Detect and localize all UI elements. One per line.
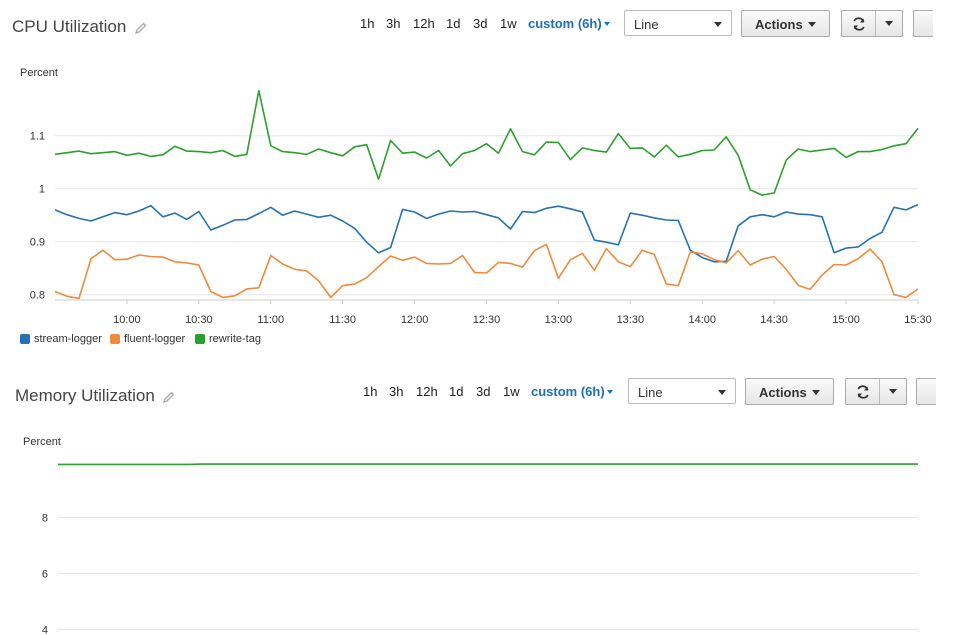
range-12h[interactable]: 12h — [413, 16, 435, 31]
y-tick-label: 4 — [42, 624, 48, 635]
y-tick-label: 1 — [39, 184, 45, 196]
range-3h[interactable]: 3h — [386, 16, 401, 31]
legend-label: rewrite-tag — [209, 333, 261, 345]
range-custom[interactable]: custom (6h) — [528, 16, 602, 31]
y-tick-label: 6 — [42, 568, 48, 580]
range-1d[interactable]: 1d — [446, 16, 461, 31]
x-tick-label: 13:00 — [545, 314, 573, 326]
x-tick-label: 10:30 — [185, 314, 213, 326]
legend-label: fluent-logger — [124, 333, 186, 345]
chevron-down-icon — [718, 390, 726, 395]
y-tick-label: 0.8 — [30, 290, 45, 302]
graph-type-value: Line — [638, 385, 663, 400]
pencil-icon[interactable] — [162, 390, 176, 404]
y-tick-label: 8 — [42, 513, 48, 525]
actions-label: Actions — [759, 385, 807, 400]
x-tick-label: 11:00 — [257, 314, 284, 326]
refresh-icon[interactable] — [855, 384, 871, 400]
range-1h[interactable]: 1h — [360, 16, 375, 31]
graph-type-value: Line — [634, 17, 659, 32]
fullscreen-button[interactable] — [913, 10, 933, 37]
chevron-down-icon — [714, 22, 722, 27]
legend-swatch — [110, 334, 120, 344]
chevron-down-icon[interactable] — [885, 21, 893, 26]
x-tick-label: 12:30 — [473, 314, 501, 326]
memory-panel-title: Memory Utilization — [15, 386, 155, 405]
chevron-down-icon — [812, 390, 820, 395]
x-tick-label: 14:30 — [760, 314, 788, 326]
cpu-line-chart: 0.8 0.9 1 1.1 10:00 10:30 11:00 11:30 12:00 12:30… — [30, 89, 932, 326]
x-tick-label: 11:30 — [329, 314, 356, 326]
memory-y-axis-label: Percent — [23, 436, 61, 448]
graph-type-select[interactable]: Line — [628, 378, 736, 404]
legend-swatch — [195, 334, 205, 344]
button-divider — [879, 379, 880, 404]
y-tick-label: 1.1 — [30, 131, 45, 143]
graph-type-select[interactable]: Line — [624, 10, 732, 36]
actions-button[interactable]: Actions — [745, 378, 834, 405]
cpu-y-axis-label: Percent — [20, 67, 58, 79]
x-tick-label: 14:00 — [688, 314, 716, 326]
range-1w[interactable]: 1w — [503, 384, 520, 399]
x-tick-label: 15:30 — [904, 314, 932, 326]
range-3d[interactable]: 3d — [473, 16, 488, 31]
refresh-button-group — [841, 10, 903, 37]
refresh-button-group — [845, 378, 907, 405]
chevron-down-icon[interactable] — [889, 389, 897, 394]
series-line-rewrite-tag[interactable] — [54, 89, 919, 196]
chevron-down-icon — [808, 22, 816, 27]
memory-line-chart: 4 6 8 — [42, 463, 918, 635]
legend-swatch — [20, 334, 30, 344]
x-tick-label: 10:00 — [113, 314, 141, 326]
legend-label: stream-logger — [34, 333, 102, 345]
range-12h[interactable]: 12h — [416, 384, 438, 399]
actions-label: Actions — [755, 17, 803, 32]
x-tick-label: 15:00 — [832, 314, 860, 326]
range-3d[interactable]: 3d — [476, 384, 491, 399]
actions-button[interactable]: Actions — [741, 10, 830, 37]
fullscreen-button[interactable] — [916, 378, 936, 405]
series-line-stream-logger[interactable] — [54, 203, 919, 263]
cpu-panel-title: CPU Utilization — [12, 17, 127, 36]
cpu-utilization-panel: CPU Utilization 1h 3h 12h 1d 3d 1w custo… — [12, 10, 933, 345]
chevron-down-icon — [607, 390, 613, 394]
memory-utilization-panel: Memory Utilization 1h 3h 12h 1d 3d 1w cu… — [0, 370, 958, 635]
range-1d[interactable]: 1d — [449, 384, 464, 399]
range-custom[interactable]: custom (6h) — [531, 384, 605, 399]
range-1w[interactable]: 1w — [500, 16, 517, 31]
x-tick-label: 13:30 — [617, 314, 645, 326]
series-line-fluent-logger[interactable] — [54, 243, 919, 300]
refresh-icon[interactable] — [851, 16, 867, 32]
range-3h[interactable]: 3h — [389, 384, 404, 399]
x-tick-label: 12:00 — [401, 314, 429, 326]
button-divider — [875, 11, 876, 36]
range-1h[interactable]: 1h — [363, 384, 378, 399]
y-tick-label: 0.9 — [30, 237, 45, 249]
chevron-down-icon — [604, 22, 610, 26]
pencil-icon[interactable] — [134, 21, 148, 35]
